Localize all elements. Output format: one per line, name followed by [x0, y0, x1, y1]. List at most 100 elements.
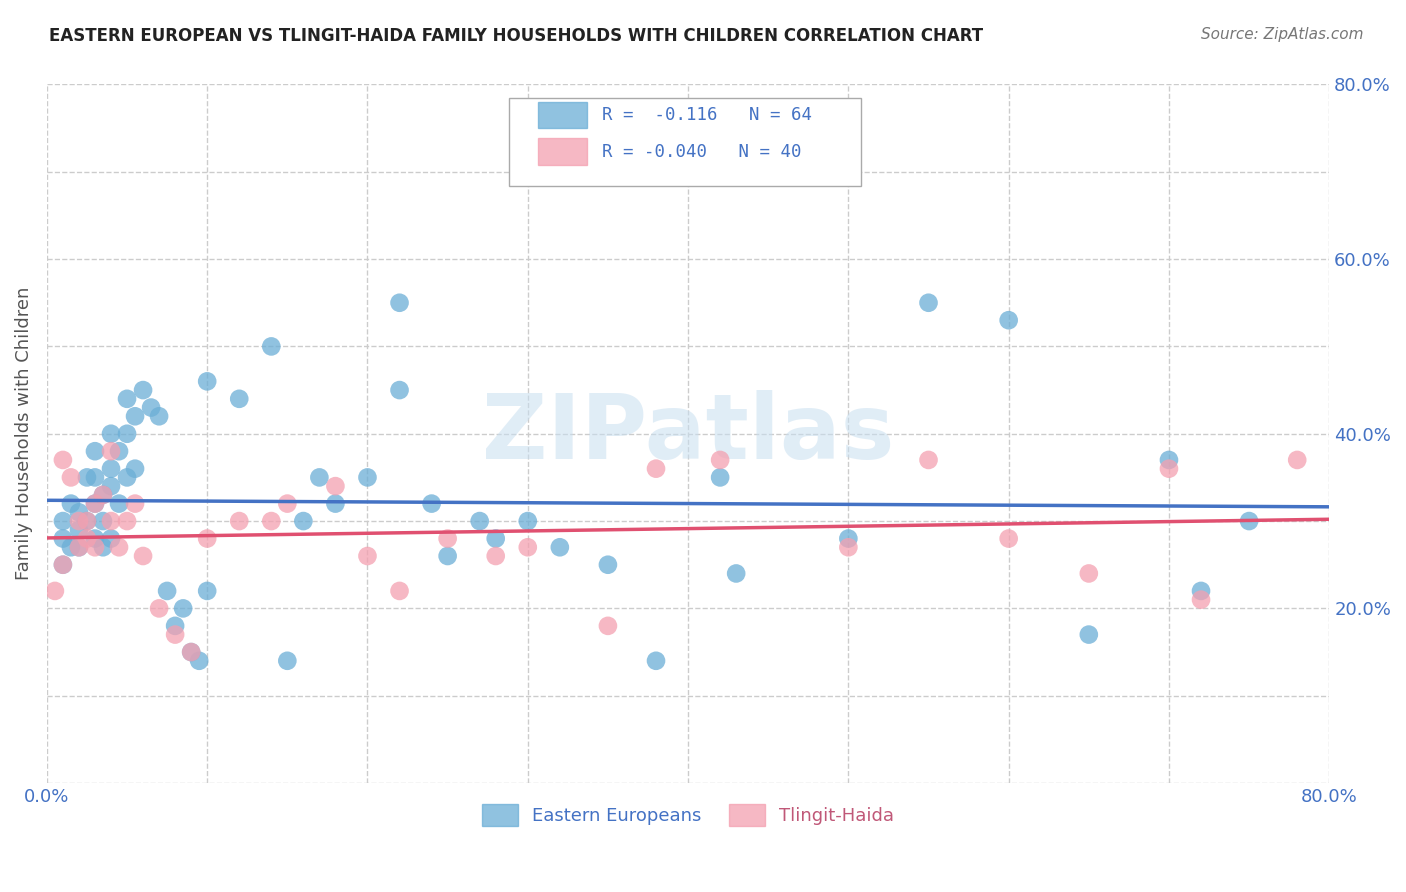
- Point: [91, 514, 114, 528]
- Legend: Eastern Europeans, Tlingit-Haida: Eastern Europeans, Tlingit-Haida: [475, 797, 901, 833]
- Point: [52, 558, 75, 572]
- Point: [436, 532, 458, 546]
- Point: [76, 514, 98, 528]
- Point: [420, 497, 443, 511]
- Point: [139, 401, 162, 415]
- Point: [709, 453, 731, 467]
- Point: [148, 409, 170, 424]
- Point: [84, 532, 107, 546]
- Point: [917, 453, 939, 467]
- Point: [108, 497, 131, 511]
- Point: [59, 541, 82, 555]
- Point: [1157, 453, 1180, 467]
- Point: [67, 505, 90, 519]
- Point: [100, 426, 122, 441]
- Point: [645, 654, 668, 668]
- Point: [548, 541, 571, 555]
- Point: [67, 523, 90, 537]
- Point: [100, 514, 122, 528]
- Point: [124, 461, 146, 475]
- Point: [172, 601, 194, 615]
- Point: [325, 479, 347, 493]
- Point: [195, 583, 218, 598]
- Point: [356, 549, 378, 563]
- Point: [388, 583, 411, 598]
- Point: [195, 375, 218, 389]
- Point: [108, 444, 131, 458]
- Point: [276, 654, 298, 668]
- Point: [52, 453, 75, 467]
- FancyBboxPatch shape: [509, 98, 862, 186]
- Point: [100, 461, 122, 475]
- Point: [180, 645, 202, 659]
- Point: [837, 532, 859, 546]
- Point: [276, 497, 298, 511]
- Point: [388, 383, 411, 397]
- Point: [91, 488, 114, 502]
- Point: [100, 532, 122, 546]
- Point: [84, 497, 107, 511]
- Point: [165, 627, 187, 641]
- Point: [1157, 461, 1180, 475]
- Point: [485, 549, 508, 563]
- Point: [52, 514, 75, 528]
- Point: [52, 558, 75, 572]
- Point: [228, 392, 250, 406]
- Point: [1189, 583, 1212, 598]
- Point: [228, 514, 250, 528]
- Point: [67, 541, 90, 555]
- Point: [91, 488, 114, 502]
- Point: [148, 601, 170, 615]
- Point: [1077, 627, 1099, 641]
- Point: [84, 470, 107, 484]
- Point: [516, 541, 538, 555]
- Point: [115, 426, 138, 441]
- Text: R =  -0.116   N = 64: R = -0.116 N = 64: [602, 106, 813, 124]
- Point: [124, 409, 146, 424]
- Point: [115, 470, 138, 484]
- Point: [1286, 453, 1309, 467]
- Point: [325, 497, 347, 511]
- Bar: [538, 138, 586, 165]
- Point: [292, 514, 315, 528]
- Point: [388, 295, 411, 310]
- Point: [356, 470, 378, 484]
- Point: [165, 619, 187, 633]
- Point: [67, 541, 90, 555]
- Point: [596, 619, 619, 633]
- Point: [485, 532, 508, 546]
- Point: [468, 514, 491, 528]
- Point: [997, 313, 1019, 327]
- Point: [725, 566, 748, 581]
- Point: [180, 645, 202, 659]
- Point: [917, 295, 939, 310]
- Point: [156, 583, 179, 598]
- Point: [997, 532, 1019, 546]
- Point: [84, 541, 107, 555]
- Point: [837, 541, 859, 555]
- Point: [100, 479, 122, 493]
- Point: [1077, 566, 1099, 581]
- Point: [67, 514, 90, 528]
- Point: [308, 470, 330, 484]
- Point: [709, 470, 731, 484]
- Point: [115, 392, 138, 406]
- Point: [44, 583, 66, 598]
- Text: EASTERN EUROPEAN VS TLINGIT-HAIDA FAMILY HOUSEHOLDS WITH CHILDREN CORRELATION CH: EASTERN EUROPEAN VS TLINGIT-HAIDA FAMILY…: [49, 27, 983, 45]
- Y-axis label: Family Households with Children: Family Households with Children: [15, 287, 32, 581]
- Point: [91, 541, 114, 555]
- Point: [84, 497, 107, 511]
- Point: [132, 549, 155, 563]
- Point: [52, 532, 75, 546]
- Point: [84, 444, 107, 458]
- Bar: [538, 102, 586, 128]
- Point: [596, 558, 619, 572]
- Text: ZIPatlas: ZIPatlas: [482, 390, 894, 478]
- Point: [59, 470, 82, 484]
- Point: [76, 532, 98, 546]
- Point: [108, 541, 131, 555]
- Point: [260, 339, 283, 353]
- Point: [645, 461, 668, 475]
- Point: [195, 532, 218, 546]
- Point: [436, 549, 458, 563]
